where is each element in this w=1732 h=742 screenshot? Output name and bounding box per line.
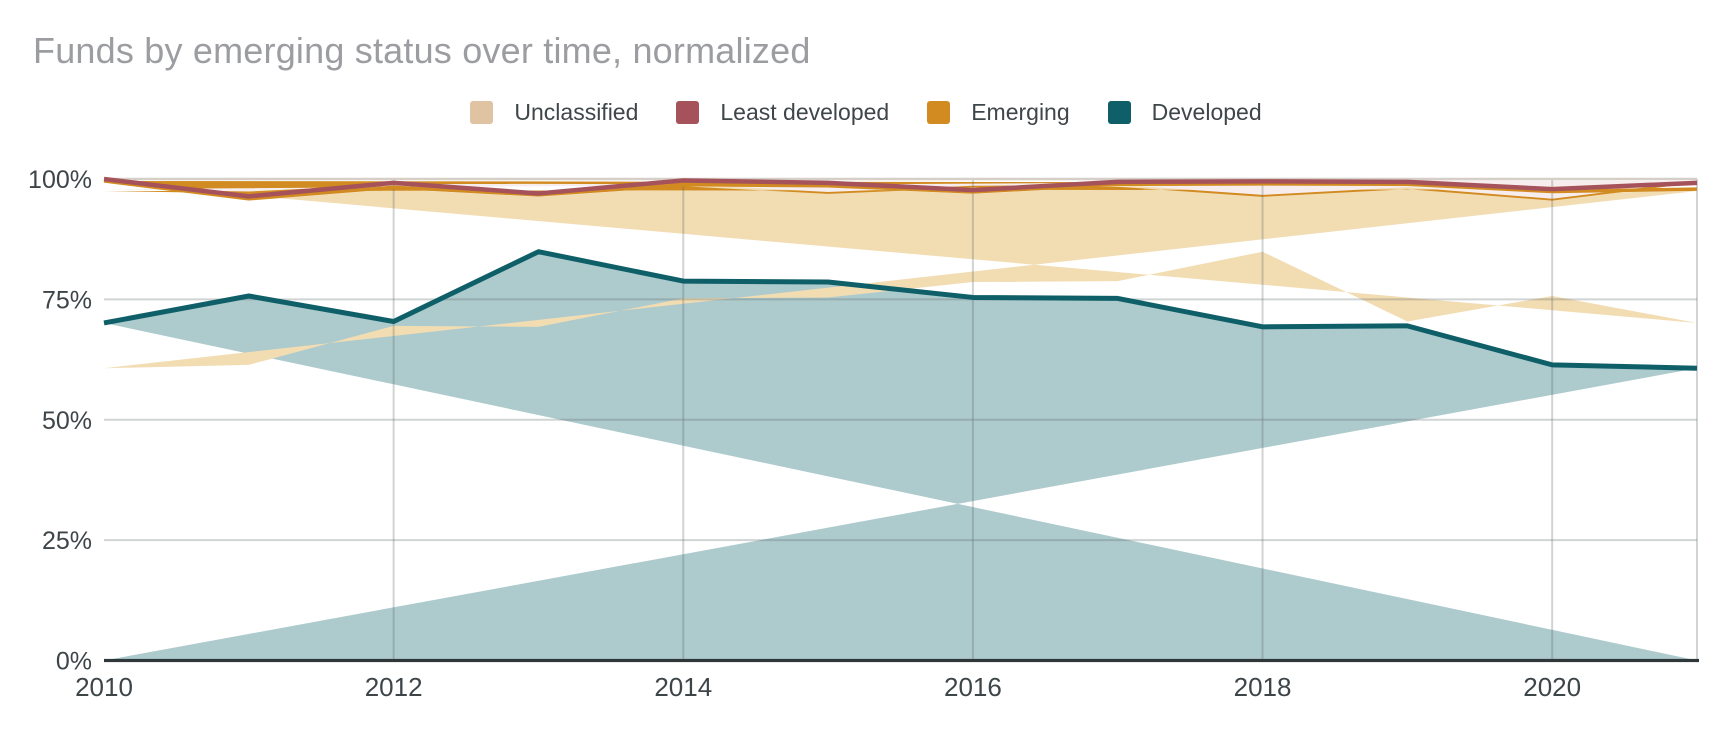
legend-swatch-unclassified: [470, 101, 494, 124]
y-tick-label-25%: 25%: [42, 527, 92, 555]
legend-label-developed: Developed: [1151, 99, 1262, 125]
x-tick-label-2020: 2020: [1523, 672, 1581, 702]
line-emerging: [103, 179, 1698, 201]
x-tick-label-2014: 2014: [654, 672, 712, 702]
legend-label-least-developed: Least developed: [720, 99, 890, 125]
line-developed: [103, 249, 1698, 371]
area-emerging: [104, 180, 1697, 201]
legend-label-unclassified: Unclassified: [514, 99, 639, 125]
x-tick-label-2012: 2012: [365, 672, 423, 702]
legend: Unclassified Least developed Emerging De…: [0, 99, 1732, 126]
x-axis-line: [104, 658, 1699, 663]
y-tick-label-100%: 100%: [28, 166, 92, 194]
area-unclassified: [104, 182, 1697, 369]
legend-item-unclassified[interactable]: Unclassified: [470, 99, 638, 126]
legend-swatch-least-developed: [676, 101, 700, 124]
y-tick-label-75%: 75%: [42, 286, 92, 314]
legend-label-emerging: Emerging: [971, 99, 1070, 125]
y-tick-label-0%: 0%: [56, 648, 92, 676]
x-tick-label-2016: 2016: [944, 672, 1002, 702]
x-tick-label-2010: 2010: [75, 672, 133, 702]
line-least-developed: [103, 176, 1698, 199]
legend-swatch-emerging: [927, 101, 951, 124]
x-tick-label-2018: 2018: [1234, 672, 1292, 702]
legend-item-least-developed[interactable]: Least developed: [676, 99, 889, 126]
chart-title: Funds by emerging status over time, norm…: [33, 30, 811, 71]
legend-swatch-developed: [1107, 101, 1131, 124]
legend-item-emerging[interactable]: Emerging: [927, 99, 1070, 126]
legend-item-developed[interactable]: Developed: [1107, 99, 1262, 126]
y-tick-label-50%: 50%: [42, 407, 92, 435]
area-developed: [104, 251, 1697, 661]
